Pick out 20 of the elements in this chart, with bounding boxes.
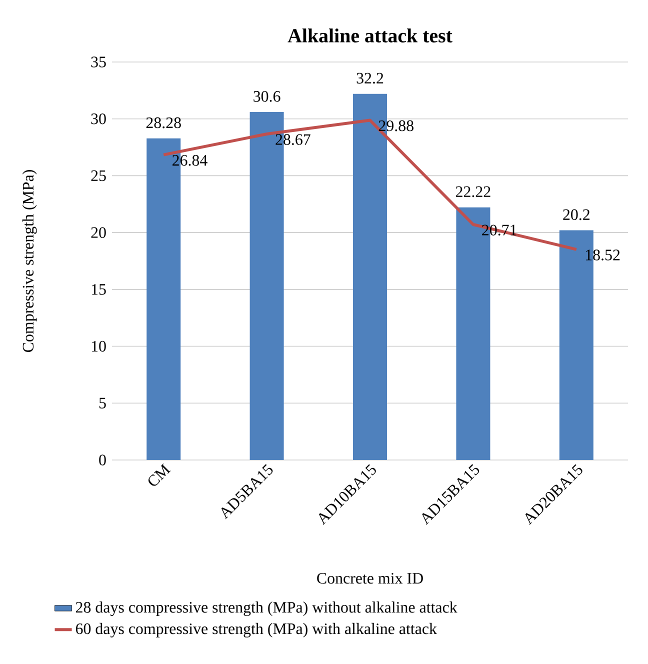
chart-title: Alkaline attack test — [288, 28, 452, 42]
y-tick-label: 10 — [92, 340, 106, 352]
x-tick-label: CM — [148, 464, 171, 486]
data-label: 32.2 — [356, 72, 384, 84]
y-tick-label: 0 — [99, 454, 106, 466]
legend-label: 28 days compressive strength (MPa) without alkaline attack — [76, 601, 458, 616]
y-tick-label: 35 — [91, 56, 106, 68]
legend-label: 60 days compressive strength (MPa) with alkaline attack — [76, 622, 437, 638]
y-axis-title: Compressive strength (MPa) — [22, 170, 37, 352]
data-label: 28.28 — [146, 117, 181, 128]
y-tick-label: 20 — [91, 227, 106, 238]
data-label: 20.2 — [563, 209, 590, 220]
data-label: 20.71 — [482, 224, 516, 236]
y-tick-label: 5 — [99, 398, 106, 408]
y-tick-label: 15 — [92, 284, 106, 295]
x-axis-title: Concrete mix ID — [317, 572, 423, 584]
data-label: 22.22 — [456, 186, 490, 198]
y-tick-label: 25 — [91, 170, 106, 182]
data-label: 30.6 — [254, 91, 280, 102]
y-tick-label: 30 — [91, 113, 106, 124]
